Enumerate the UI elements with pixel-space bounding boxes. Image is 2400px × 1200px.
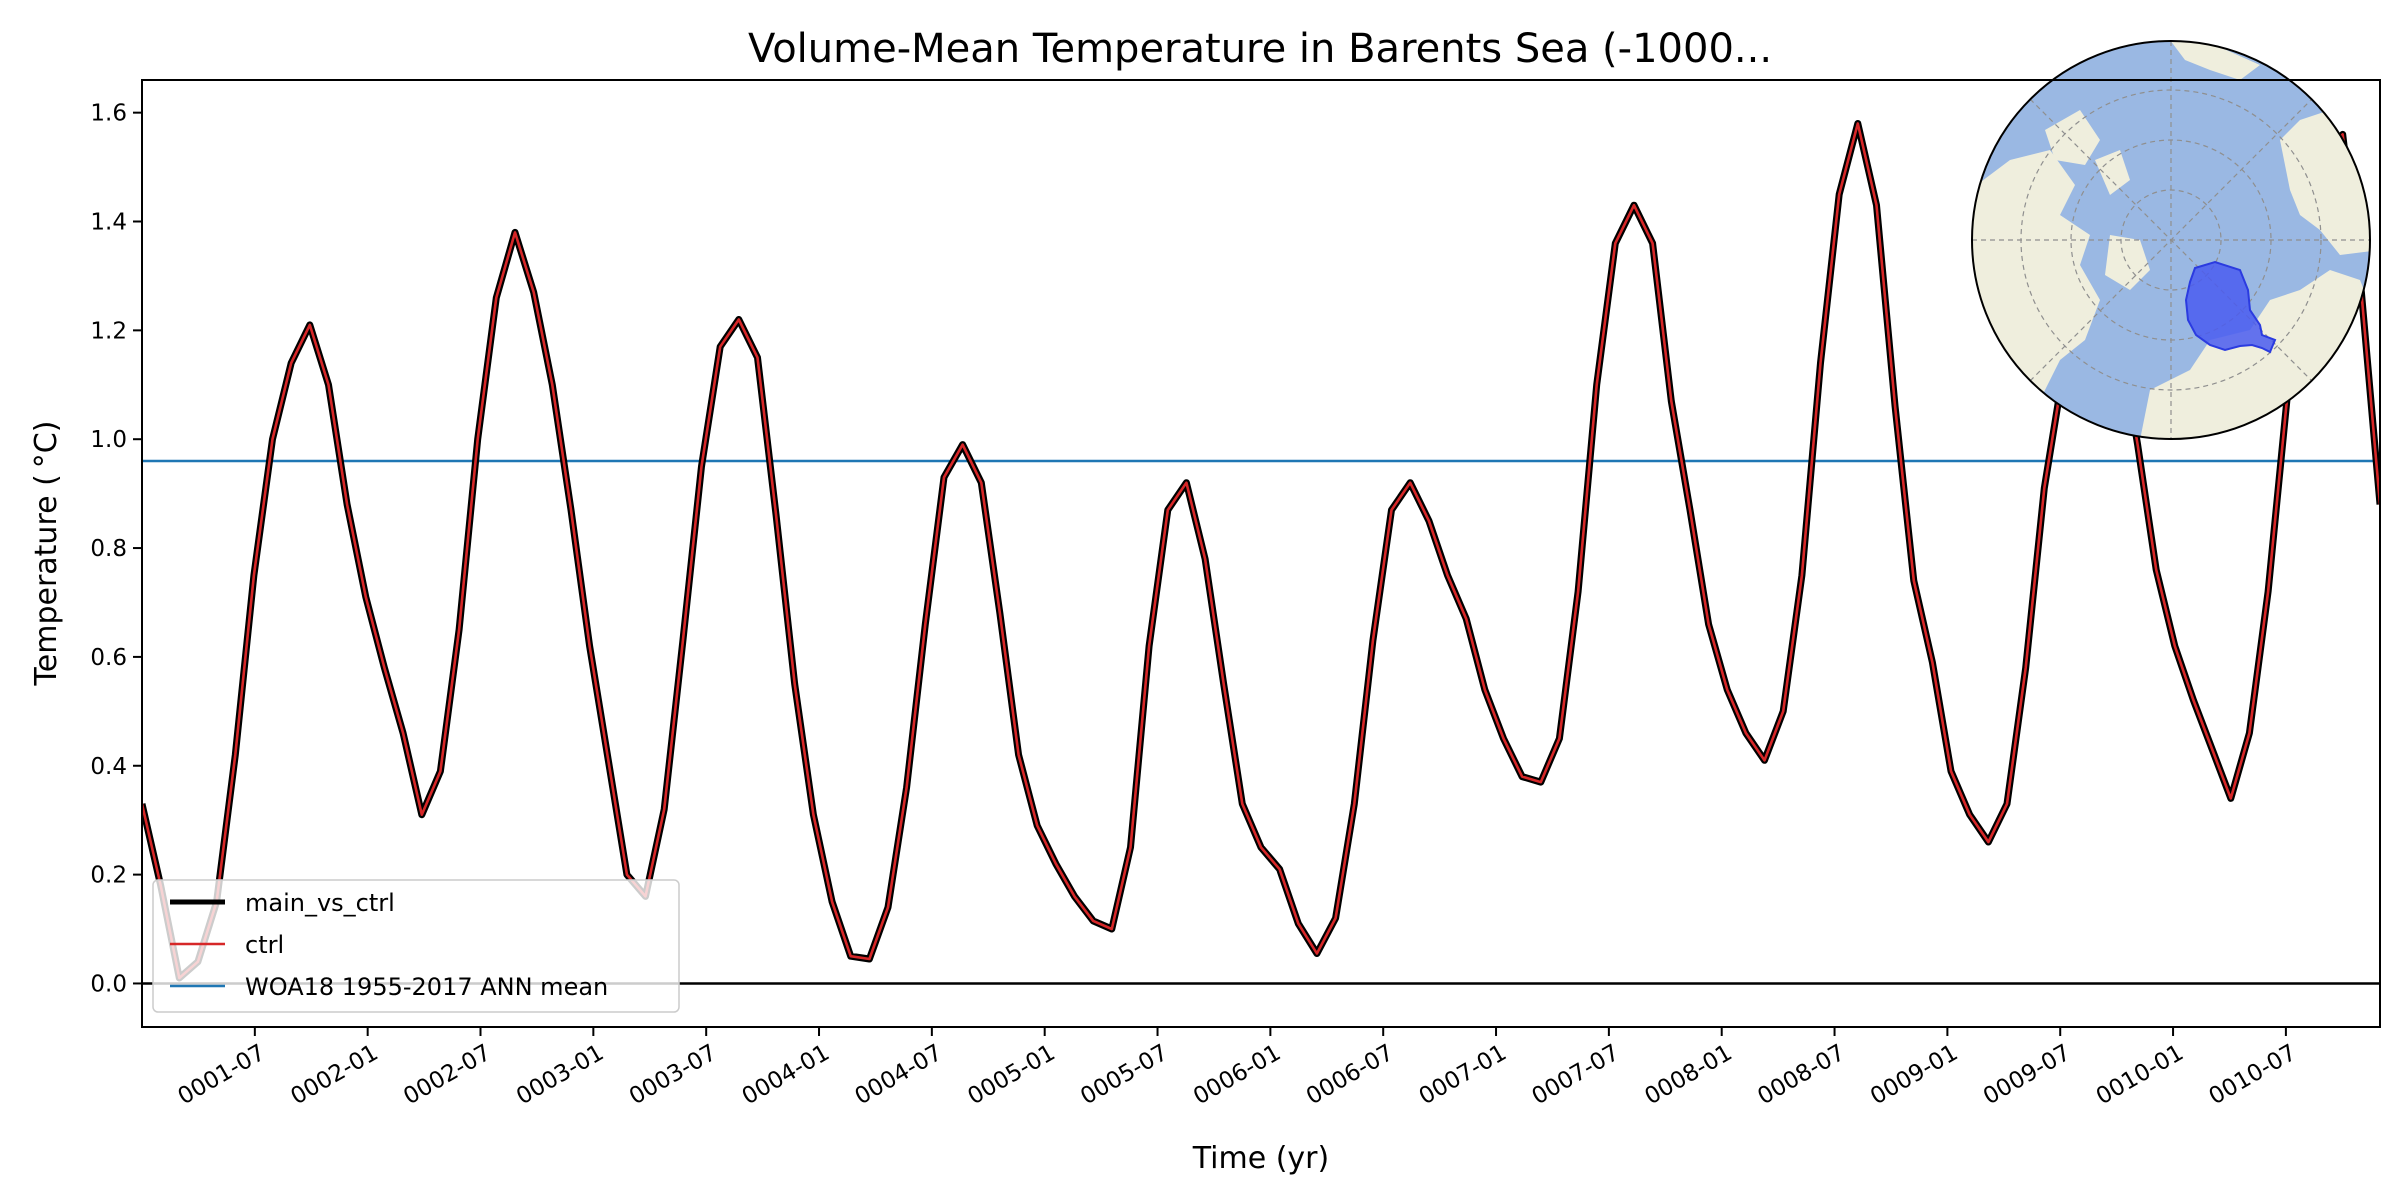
- x-tick-label: 0009-01: [1866, 1040, 1962, 1111]
- arctic-polar-map-icon: [1971, 40, 2371, 440]
- y-axis-label: Temperature ( °C): [29, 421, 64, 687]
- x-tick-label: 0004-01: [738, 1040, 834, 1111]
- y-tick-label: 1.2: [90, 318, 127, 344]
- legend: main_vs_ctrl ctrl WOA18 1955-2017 ANN me…: [152, 879, 680, 1013]
- x-tick-label: 0003-07: [625, 1040, 721, 1111]
- y-tick-label: 0.4: [90, 754, 127, 780]
- x-axis: 0001-07 0002-01 0002-07 0003-01 0003-07 0004-…: [174, 1027, 2301, 1110]
- x-tick-label: 0005-07: [1076, 1040, 1172, 1111]
- legend-label-main-vs-ctrl: main_vs_ctrl: [245, 889, 395, 917]
- x-tick-label: 0008-01: [1640, 1040, 1736, 1111]
- x-tick-label: 0010-01: [2092, 1040, 2188, 1111]
- plot-area: [142, 120, 2380, 985]
- y-tick-label: 1.0: [90, 427, 127, 453]
- legend-label-woa18: WOA18 1955-2017 ANN mean: [245, 973, 608, 1001]
- y-tick-label: 0.6: [90, 645, 127, 671]
- x-tick-label: 0008-07: [1753, 1040, 1849, 1111]
- x-tick-label: 0003-01: [512, 1040, 608, 1111]
- x-tick-label: 0006-07: [1302, 1040, 1398, 1111]
- axes-frame: [141, 79, 2381, 1028]
- y-tick-label: 1.4: [90, 210, 127, 236]
- chart-title: Volume-Mean Temperature in Barents Sea (…: [748, 26, 1772, 72]
- y-tick-label: 1.6: [90, 101, 127, 127]
- x-axis-label: Time (yr): [1192, 1141, 1329, 1176]
- y-tick-label: 0.0: [90, 971, 127, 997]
- x-tick-label: 0007-01: [1415, 1040, 1511, 1111]
- x-tick-label: 0002-01: [286, 1040, 382, 1111]
- x-tick-label: 0009-07: [1979, 1040, 2075, 1111]
- x-tick-label: 0006-01: [1189, 1040, 1285, 1111]
- x-tick-label: 0007-07: [1528, 1040, 1624, 1111]
- y-tick-label: 0.8: [90, 536, 127, 562]
- x-tick-label: 0004-07: [851, 1040, 947, 1111]
- x-tick-label: 0002-07: [399, 1040, 495, 1111]
- x-tick-label: 0001-07: [174, 1040, 270, 1111]
- x-tick-label: 0005-01: [963, 1040, 1059, 1111]
- x-tick-label: 0010-07: [2205, 1040, 2301, 1111]
- series-line-ctrl: [142, 122, 2380, 980]
- legend-box: [152, 879, 680, 1013]
- y-tick-label: 0.2: [90, 863, 127, 889]
- legend-label-ctrl: ctrl: [245, 931, 284, 959]
- y-axis: 0.0 0.2 0.4 0.6 0.8 1.0 1.2 1.4 1.6: [90, 101, 142, 997]
